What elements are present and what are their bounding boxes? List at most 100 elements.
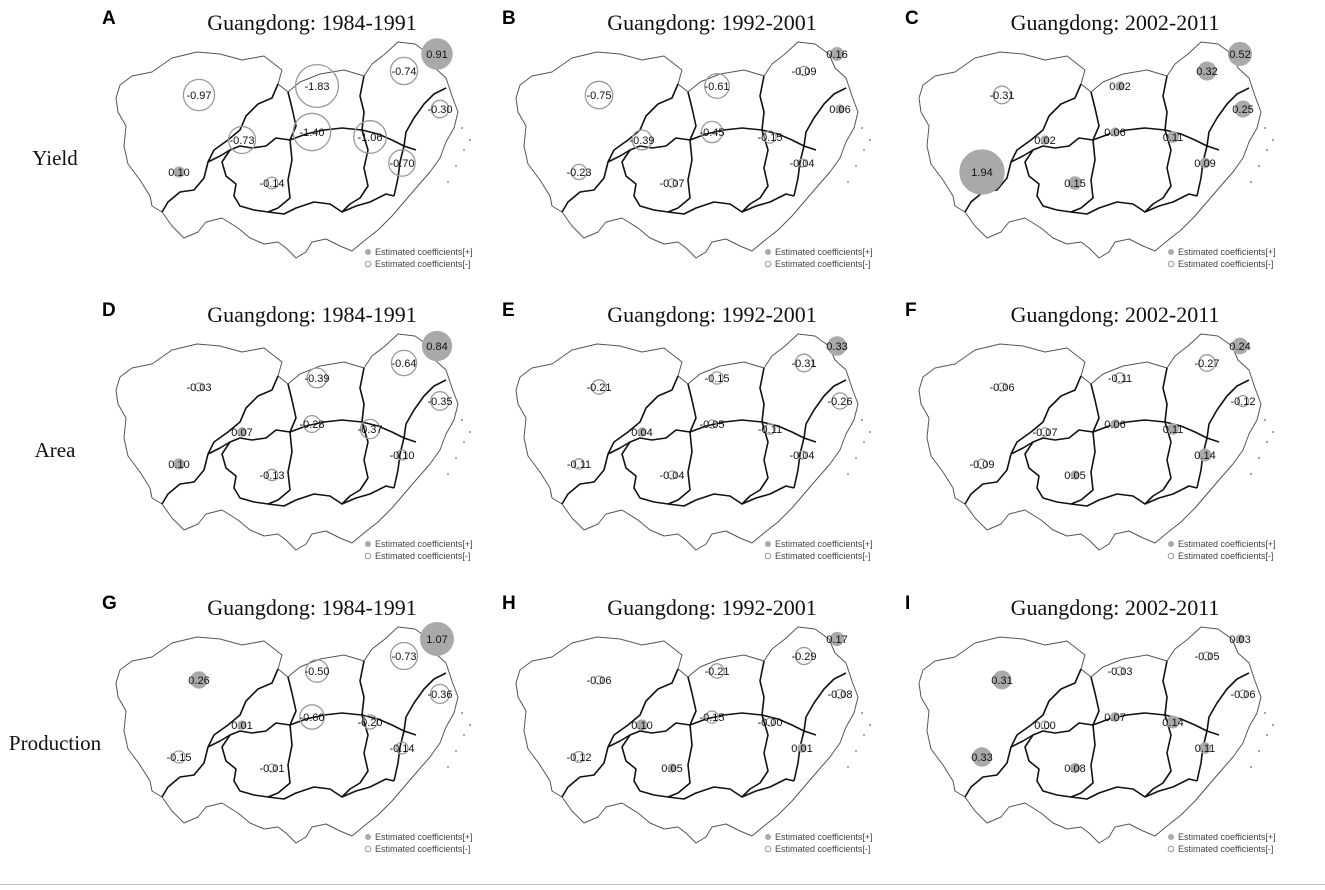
panel-title: Guangdong: 1992-2001 (607, 595, 817, 620)
coefficient-bubble-negative (1198, 354, 1216, 372)
coefficient-label: -0.04 (789, 450, 814, 462)
basemap (918, 626, 1274, 844)
coefficient-label: 1.94 (971, 167, 992, 179)
province-border (207, 127, 417, 163)
island-dot (861, 712, 863, 714)
coefficient-bubble-positive (827, 336, 847, 356)
province-border (759, 367, 765, 423)
coefficient-bubble-negative (707, 419, 717, 429)
legend-negative-label: Estimated coefficients[-] (375, 259, 470, 269)
coefficient-label: 0.01 (231, 720, 252, 732)
province-border (621, 441, 795, 507)
province-border (359, 75, 365, 131)
coefficient-bubble-negative (764, 423, 776, 435)
coefficient-label: 0.33 (826, 341, 847, 353)
legend-positive-swatch (765, 541, 771, 547)
panel-i: I Guangdong: 2002-2011 0.31 -0.03 -0.05 0.0… (905, 585, 1325, 875)
province-border (267, 724, 293, 798)
legend-negative-swatch (764, 260, 772, 268)
province-border (759, 660, 765, 716)
coefficient-bubble-negative (182, 78, 216, 112)
island-dot (855, 750, 857, 752)
panel-a: A Guangdong: 1984-1991 -0.97 -1.83 -0.74 0.… (102, 0, 522, 290)
legend: Estimated coefficients[+] Estimated coeff… (1167, 539, 1276, 561)
legend-positive-swatch (365, 541, 371, 547)
coefficient-label: 0.09 (1194, 158, 1215, 170)
province-border (621, 149, 795, 215)
coefficient-bubble-positive (830, 47, 844, 61)
panel-h: H Guangdong: 1992-2001 -0.06 -0.21 -0.29 0.… (502, 585, 922, 875)
coefficient-label: 0.01 (791, 743, 812, 755)
island-dot (1266, 734, 1268, 736)
coefficient-label: -0.07 (659, 178, 684, 190)
coefficient-bubble-negative (1040, 427, 1050, 437)
coefficient-bubble-positive (420, 622, 454, 656)
panel-d: D Guangdong: 1984-1991 -0.03 -0.39 -0.64 0.… (102, 292, 522, 582)
coefficient-bubble-negative (1238, 689, 1248, 699)
coefficient-label: 0.07 (231, 427, 252, 439)
row-label-area: Area (34, 438, 76, 462)
coefficient-label: -0.36 (427, 689, 452, 701)
province-border (1070, 139, 1096, 213)
coefficient-label: 0.84 (426, 341, 447, 353)
legend-negative-label: Estimated coefficients[-] (375, 551, 470, 561)
coefficient-bubble-positive (959, 149, 1005, 195)
panel-letter: A (102, 8, 116, 29)
island-dot (1266, 441, 1268, 443)
coefficient-bubble-positive (1110, 712, 1120, 722)
coefficient-bubble-positive (1166, 715, 1180, 729)
province-border (287, 676, 297, 726)
coefficient-bubble-negative (299, 704, 325, 730)
coefficient-bubble-negative (430, 99, 450, 119)
map-panel-e: -0.21 -0.15 -0.31 0.33 -0.26 0.04 -0.05 -0.11 -0… (515, 333, 873, 561)
province-border (1162, 660, 1168, 716)
coefficient-bubble-negative (1202, 651, 1212, 661)
coefficient-label: -0.04 (789, 158, 814, 170)
province-border (393, 730, 405, 782)
province-border (1010, 127, 1220, 163)
legend-negative-label: Estimated coefficients[-] (375, 844, 470, 854)
province-border (803, 379, 847, 439)
province-border (267, 139, 293, 213)
basemap (515, 626, 871, 844)
coefficient-label: -0.07 (1032, 427, 1057, 439)
island-dot (1272, 431, 1274, 433)
coefficient-bubble-positive (1070, 470, 1080, 480)
province-border (341, 421, 369, 505)
coefficient-label: -0.73 (229, 135, 254, 147)
coefficient-label: 0.10 (168, 167, 189, 179)
coefficient-bubble-negative (584, 80, 614, 110)
panel-letter: B (502, 8, 516, 29)
region-outline (918, 41, 1262, 259)
panel-title: Guangdong: 2002-2011 (1010, 10, 1220, 35)
region-outline (918, 333, 1262, 551)
coefficient-bubble-negative (1236, 394, 1250, 408)
province-border (1024, 149, 1198, 215)
coefficient-label: -0.21 (704, 666, 729, 678)
map-panel-g: 0.26 -0.50 -0.73 1.07 -0.36 0.01 -0.60 -0.20 -0.… (115, 622, 473, 854)
province-border (607, 712, 817, 748)
coefficient-label: -0.14 (259, 178, 284, 190)
legend-negative-label: Estimated coefficients[-] (1178, 551, 1273, 561)
region-outline (115, 333, 459, 551)
legend-negative-label: Estimated coefficients[-] (1178, 844, 1273, 854)
map-panel-i: 0.31 -0.03 -0.05 0.03 -0.06 0.00 0.07 0.14 0.11 0… (918, 626, 1276, 854)
coefficient-label: -0.11 (758, 424, 782, 436)
coefficient-bubble-negative (430, 391, 450, 411)
coefficient-bubble-negative (591, 379, 607, 395)
province-border (1144, 129, 1172, 213)
coefficient-label: -0.06 (586, 675, 611, 687)
province-border (741, 129, 769, 213)
legend-positive-swatch (1168, 249, 1174, 255)
basemap (918, 41, 1274, 259)
province-border (1196, 145, 1208, 197)
region-outline (115, 41, 459, 259)
coefficient-label: -0.13 (259, 470, 284, 482)
province-border (1144, 714, 1172, 798)
coefficient-label: 0.16 (826, 49, 847, 61)
row-label-yield: Yield (32, 146, 78, 170)
province-border (687, 676, 697, 726)
province-border (359, 367, 365, 423)
coefficient-label: 0.14 (1194, 450, 1215, 462)
coefficient-bubble-negative (700, 120, 724, 144)
